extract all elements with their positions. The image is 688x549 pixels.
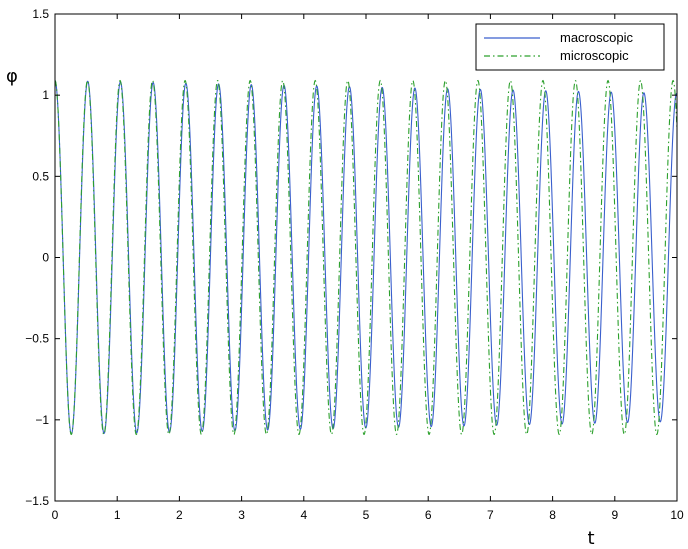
series-layer: [54, 79, 678, 436]
y-tick-label: −1.5: [25, 494, 49, 508]
legend-box: [475, 23, 665, 71]
y-tick-label: 0.5: [32, 169, 49, 183]
tick-layer: 0 1 2 3 4 5 6 7 8 9 10 −1.5 −1 −0.5 0 0.5 1 1.5: [25, 7, 684, 522]
x-axis-label: t: [587, 528, 594, 549]
y-tick-label: −1: [35, 413, 49, 427]
x-tick-label: 5: [363, 508, 370, 522]
legend-label-microscopic: microscopic: [560, 48, 629, 63]
x-tick-label: 9: [611, 508, 618, 522]
legend: macroscopic microscopic: [475, 23, 665, 71]
x-tick-label: 3: [238, 508, 245, 522]
series-line-microscopic: [54, 79, 678, 436]
legend-label-macroscopic: macroscopic: [560, 30, 633, 45]
y-tick-label: 0: [42, 251, 49, 265]
x-tick-label: 0: [52, 508, 59, 522]
y-tick-label: 1.5: [32, 7, 49, 21]
x-tick-label: 10: [670, 508, 684, 522]
y-tick-label: 1: [42, 88, 49, 102]
y-tick-label: −0.5: [25, 332, 49, 346]
y-axis-label: φ: [6, 66, 18, 87]
x-tick-label: 4: [300, 508, 307, 522]
x-tick-label: 8: [549, 508, 556, 522]
x-tick-label: 6: [425, 508, 432, 522]
x-tick-label: 2: [176, 508, 183, 522]
x-tick-label: 1: [114, 508, 121, 522]
x-tick-label: 7: [487, 508, 494, 522]
